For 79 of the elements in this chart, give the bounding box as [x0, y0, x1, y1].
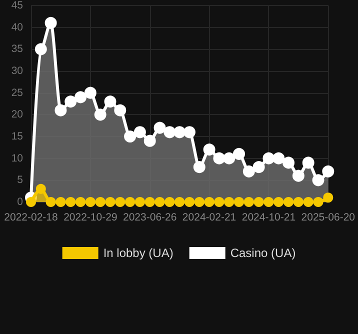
point	[264, 197, 274, 207]
x-tick-label: 2023-06-26	[123, 212, 177, 224]
point	[282, 156, 295, 169]
point	[293, 197, 304, 207]
y-tick-label: 5	[17, 174, 24, 186]
point	[234, 197, 244, 207]
x-tick-label: 2022-02-18	[4, 212, 58, 224]
point	[134, 126, 146, 138]
point	[242, 165, 255, 178]
point	[125, 197, 136, 207]
point	[164, 197, 175, 207]
point	[312, 174, 324, 186]
point	[224, 197, 234, 207]
point	[302, 156, 314, 169]
x-tick-label: 2024-02-21	[182, 212, 236, 224]
point	[303, 197, 314, 207]
point	[254, 197, 264, 207]
point	[154, 197, 165, 207]
point	[284, 197, 294, 207]
point	[85, 197, 96, 207]
point	[213, 152, 226, 164]
point	[46, 197, 56, 207]
point	[144, 197, 155, 207]
x-tick-label: 2024-10-21	[242, 212, 296, 224]
point	[74, 91, 87, 104]
point	[223, 152, 236, 164]
point	[114, 104, 126, 116]
point	[36, 184, 46, 194]
point	[292, 170, 304, 182]
point	[76, 197, 86, 207]
point	[184, 197, 194, 207]
y-tick-label: 0	[17, 196, 24, 208]
point	[56, 197, 66, 207]
point	[252, 161, 265, 174]
point	[105, 197, 116, 207]
point	[233, 148, 245, 160]
point	[84, 86, 96, 99]
y-tick-label: 40	[11, 21, 24, 34]
point	[144, 134, 156, 147]
y-tick-label: 25	[11, 86, 24, 99]
point	[193, 161, 206, 174]
point	[174, 126, 186, 138]
point	[183, 126, 196, 138]
point	[154, 122, 166, 134]
point	[164, 126, 176, 138]
y-tick-label: 15	[11, 130, 24, 142]
point	[34, 43, 47, 56]
point	[244, 197, 254, 207]
point	[104, 96, 116, 108]
point	[66, 197, 76, 207]
legend-label: In lobby (UA)	[103, 246, 174, 260]
point	[44, 16, 57, 29]
point	[322, 165, 334, 178]
point	[94, 108, 106, 121]
point	[204, 197, 214, 207]
point	[95, 197, 106, 207]
point	[274, 197, 284, 207]
point	[124, 130, 136, 142]
point	[313, 197, 324, 207]
point	[174, 197, 185, 207]
y-tick-label: 35	[11, 43, 24, 56]
point	[64, 96, 77, 108]
point	[272, 152, 285, 164]
point	[262, 152, 275, 164]
y-tick-label: 30	[11, 65, 24, 77]
point	[323, 192, 334, 203]
y-tick-label: 10	[11, 152, 24, 164]
legend-label: Casino (UA)	[230, 246, 296, 260]
x-tick-label: 2025-06-20	[301, 212, 356, 224]
point	[134, 197, 145, 207]
point	[54, 104, 67, 116]
x-tick-label: 2022-10-29	[64, 212, 118, 224]
point	[115, 197, 126, 207]
point	[214, 197, 224, 207]
point	[203, 144, 216, 156]
point	[26, 197, 36, 207]
y-tick-label: 45	[11, 0, 24, 12]
point	[194, 197, 204, 207]
y-tick-label: 20	[11, 108, 24, 121]
